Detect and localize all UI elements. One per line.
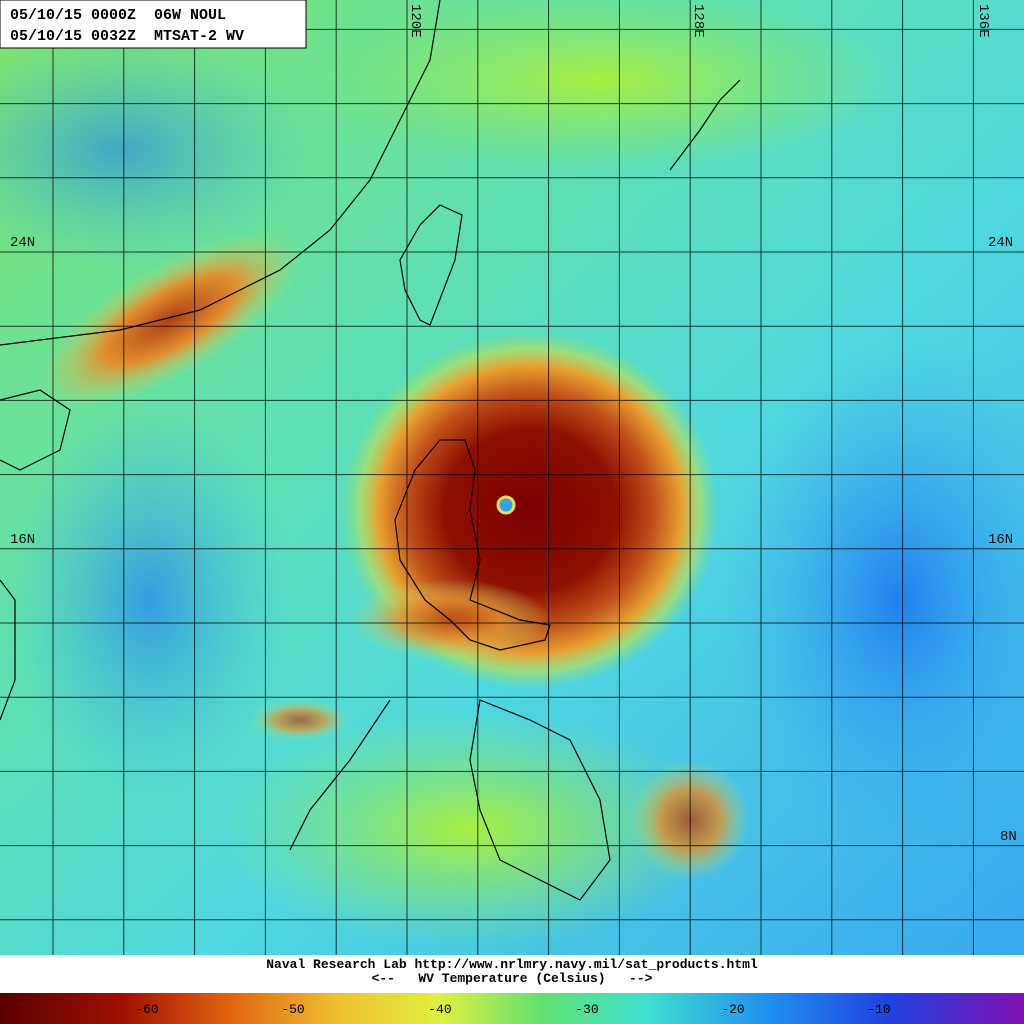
colorbar-label: -10 [867,1002,890,1017]
lat-label: 24N [10,235,35,251]
header-line: 05/10/15 0032Z MTSAT-2 WV [10,28,244,45]
header-box [0,0,307,49]
cloud-band [37,231,303,409]
header-line: 05/10/15 0000Z 06W NOUL [10,7,226,24]
coastlines [0,0,741,901]
footer-line: <-- WV Temperature (Celsius) --> [372,971,653,986]
moist-region [220,710,720,950]
colorbar-label: -50 [281,1002,304,1017]
cloud-cluster [250,700,350,740]
lat-label: 24N [988,235,1013,251]
dry-region [10,400,290,800]
colorbar-label: -60 [135,1002,158,1017]
lat-label: 16N [988,532,1013,548]
hainan [0,389,71,471]
colorbar [0,993,1024,1024]
ryukyu [669,79,741,171]
colorbar-label: -30 [575,1002,598,1017]
graticule [0,0,1024,955]
lon-label: 128E [690,4,706,38]
colorbar-label: -20 [721,1002,744,1017]
taiwan [399,204,463,326]
luzon [394,439,551,651]
mindanao [469,699,611,901]
vietnam-coast [0,579,16,721]
dry-region [0,30,320,270]
footer-line: Naval Research Lab http://www.nrlmry.nav… [266,957,758,972]
footer [0,955,1024,992]
lat-label: 8N [1000,829,1017,845]
lon-label: 120E [407,4,423,38]
dry-region [720,340,1024,860]
eye [496,495,516,515]
china-coast [0,0,441,346]
colorbar-label: -40 [428,1002,451,1017]
moist-region [300,0,900,170]
lon-label: 136E [975,4,991,38]
lat-label: 16N [10,532,35,548]
palawan [289,699,391,851]
